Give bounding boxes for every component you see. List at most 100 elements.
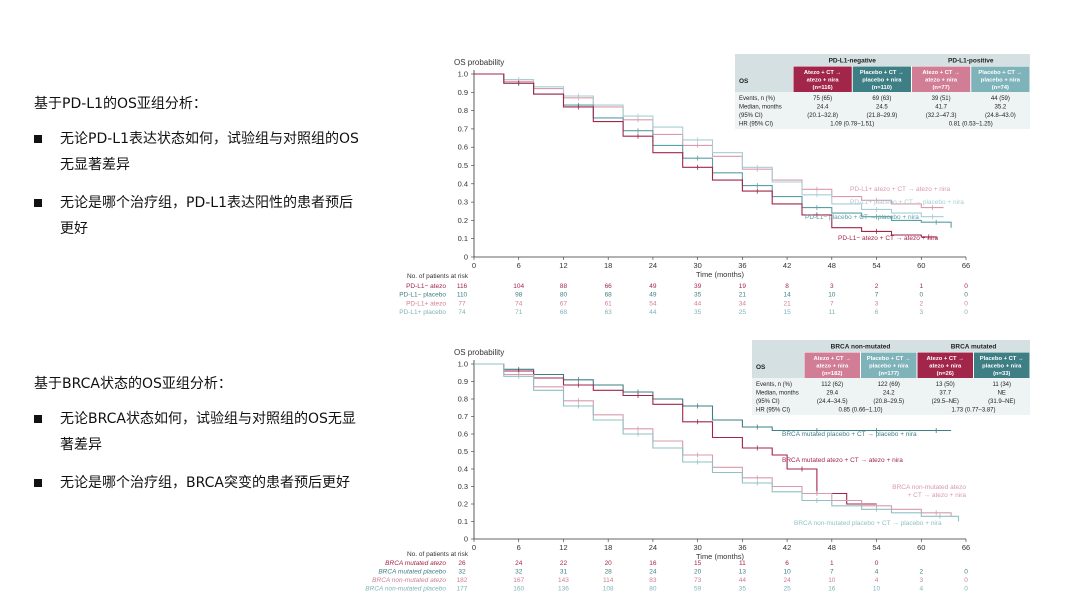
brca-bullet-1: 无论BRCA状态如何，试验组与对照组的OS无显著差异 <box>34 406 364 458</box>
pdl1-y-tick-label: 0.4 <box>458 179 468 188</box>
pdl1-table-col-header: Atezo + CT → <box>922 70 960 76</box>
brca-risk-cell: 16 <box>649 560 657 567</box>
brca-risk-row-label: BRCA non-mutated placebo <box>365 586 446 593</box>
pdl1-risk-row-label: PD-L1+ placebo <box>399 309 446 316</box>
pdl1-risk-cell: 74 <box>458 309 466 316</box>
brca-table-cell: 112 (62) <box>821 382 843 388</box>
pdl1-table-col-header-bg <box>852 66 911 92</box>
brca-risk-cell: 16 <box>828 586 836 593</box>
brca-table-body-bg <box>752 378 1030 415</box>
pdl1-table-group-header: PD-L1-positive <box>948 58 994 65</box>
brca-curve-label: BRCA mutated atezo + CT → atezo + nira <box>782 457 903 464</box>
brca-risk-cell: 4 <box>875 577 879 584</box>
pdl1-risk-cell: 3 <box>875 300 879 307</box>
brca-table-cell: 29.4 <box>826 391 838 397</box>
pdl1-curve-label: PD-L1− placebo + CT → placebo + nira <box>805 214 919 221</box>
pdl1-table-row-label: Median, months <box>739 105 782 111</box>
brca-bullet-2: 无论是哪个治疗组，BRCA突变的患者预后更好 <box>34 470 364 496</box>
brca-table-group-band <box>804 340 1030 352</box>
pdl1-bullet-2: 无论是哪个治疗组，PD-L1表达阳性的患者预后更好 <box>34 190 364 242</box>
brca-risk-title: No. of patients at risk <box>407 551 469 558</box>
pdl1-table-cell: (21.8–29.9) <box>867 113 898 119</box>
pdl1-x-tick-label: 42 <box>783 261 791 270</box>
pdl1-table-row-label: (95% CI) <box>739 113 763 119</box>
brca-y-tick-label: 0.4 <box>458 465 468 474</box>
pdl1-risk-cell: 7 <box>830 300 834 307</box>
brca-risk-cell: 26 <box>458 560 466 567</box>
pdl1-risk-cell: 80 <box>560 292 568 299</box>
brca-risk-cell: 6 <box>785 560 789 567</box>
brca-risk-row-label: BRCA non-mutated atezo <box>372 577 446 584</box>
pdl1-table-cell: 41.7 <box>935 105 947 111</box>
pdl1-risk-cell: 0 <box>919 292 923 299</box>
brca-x-tick-label: 24 <box>649 543 657 552</box>
pdl1-y-tick-label: 0.1 <box>458 234 468 243</box>
pdl1-y-tick-label: 0.3 <box>458 198 468 207</box>
pdl1-x-tick-label: 30 <box>693 261 701 270</box>
pdl1-y-tick-label: 0.8 <box>458 106 468 115</box>
pdl1-risk-title: No. of patients at risk <box>407 273 469 280</box>
brca-y-tick-label: 0.6 <box>458 430 468 439</box>
pdl1-table-col-header-bg <box>971 66 1030 92</box>
pdl1-table-col-header: atezo + nira <box>807 78 840 84</box>
pdl1-y-tick-label: 1.0 <box>458 70 468 79</box>
pdl1-table-col-header: (n=74) <box>992 85 1009 91</box>
pdl1-risk-cell: 116 <box>457 283 468 290</box>
brca-table-cell: 13 (50) <box>936 382 955 388</box>
pdl1-risk-cell: 44 <box>694 300 702 307</box>
brca-y-tick-label: 0.1 <box>458 517 468 526</box>
brca-risk-cell: 80 <box>649 586 657 593</box>
pdl1-table-cell: 44 (59) <box>991 96 1010 102</box>
pdl1-table-corner <box>735 54 793 92</box>
pdl1-risk-cell: 74 <box>515 300 523 307</box>
brca-x-axis-label: Time (months) <box>696 552 745 561</box>
brca-table-col-header: Placebo + CT → <box>867 356 911 362</box>
brca-y-tick-label: 0.7 <box>458 412 468 421</box>
brca-risk-cell: 20 <box>694 569 702 576</box>
brca-curve-label: BRCA non-mutated placebo + CT → placebo … <box>794 520 942 527</box>
pdl1-table-row-label: Events, n (%) <box>739 96 775 102</box>
brca-table-row-label: (95% CI) <box>756 399 780 405</box>
pdl1-bullet-1-text: 无论PD-L1表达状态如何，试验组与对照组的OS无显著差异 <box>60 131 359 173</box>
pdl1-table-cell: 24.5 <box>876 105 888 111</box>
pdl1-risk-cell: 71 <box>515 309 523 316</box>
brca-risk-cell: 1 <box>830 560 834 567</box>
pdl1-risk-cell: 66 <box>605 283 613 290</box>
brca-x-tick-label: 12 <box>559 543 567 552</box>
pdl1-table-cell: (20.1–32.8) <box>807 113 838 119</box>
pdl1-table-group-band <box>793 54 1030 66</box>
pdl1-table-col-header: placebo + nira <box>862 78 902 84</box>
brca-table-row-label: Events, n (%) <box>756 382 792 388</box>
brca-table-cell: (24.4–34.5) <box>817 399 848 405</box>
brca-table-col-header: Atezo + CT → <box>926 356 964 362</box>
pdl1-risk-cell: 25 <box>739 309 747 316</box>
pdl1-risk-cell: 104 <box>513 283 524 290</box>
pdl1-table-body-bg <box>735 92 1030 129</box>
pdl1-table-cell: 75 (65) <box>813 96 832 102</box>
pdl1-y-tick-label: 0.9 <box>458 88 468 97</box>
brca-risk-cell: 7 <box>830 569 834 576</box>
pdl1-risk-cell: 0 <box>964 283 968 290</box>
brca-risk-cell: 22 <box>560 560 568 567</box>
brca-risk-cell: 10 <box>783 569 791 576</box>
brca-bullet-2-text: 无论是哪个治疗组，BRCA突变的患者预后更好 <box>60 475 350 491</box>
brca-risk-cell: 59 <box>694 586 702 593</box>
pdl1-table-col-header: Atezo + CT → <box>804 70 842 76</box>
brca-risk-cell: 4 <box>875 569 879 576</box>
brca-table-col-header: atezo + nira <box>816 364 849 370</box>
pdl1-x-tick-label: 6 <box>517 261 521 270</box>
pdl1-curve-label: PD-L1− atezo + CT → atezo + nira <box>838 235 939 242</box>
brca-table-group-header: BRCA non-mutated <box>831 344 891 351</box>
pdl1-x-tick-label: 54 <box>872 261 880 270</box>
pdl1-risk-cell: 44 <box>649 309 657 316</box>
pdl1-risk-cell: 68 <box>560 309 568 316</box>
pdl1-y-tick-label: 0.2 <box>458 216 468 225</box>
brca-table-cell: (31.9–NE) <box>988 399 1015 405</box>
pdl1-table-col-header: Placebo + CT → <box>978 70 1022 76</box>
brca-curve-label: BRCA mutated placebo + CT → placebo + ni… <box>782 431 917 438</box>
brca-risk-row-label: BRCA mutated atezo <box>385 560 446 567</box>
pdl1-risk-cell: 39 <box>694 283 702 290</box>
brca-y-tick-label: 0.2 <box>458 500 468 509</box>
pdl1-risk-cell: 8 <box>785 283 789 290</box>
